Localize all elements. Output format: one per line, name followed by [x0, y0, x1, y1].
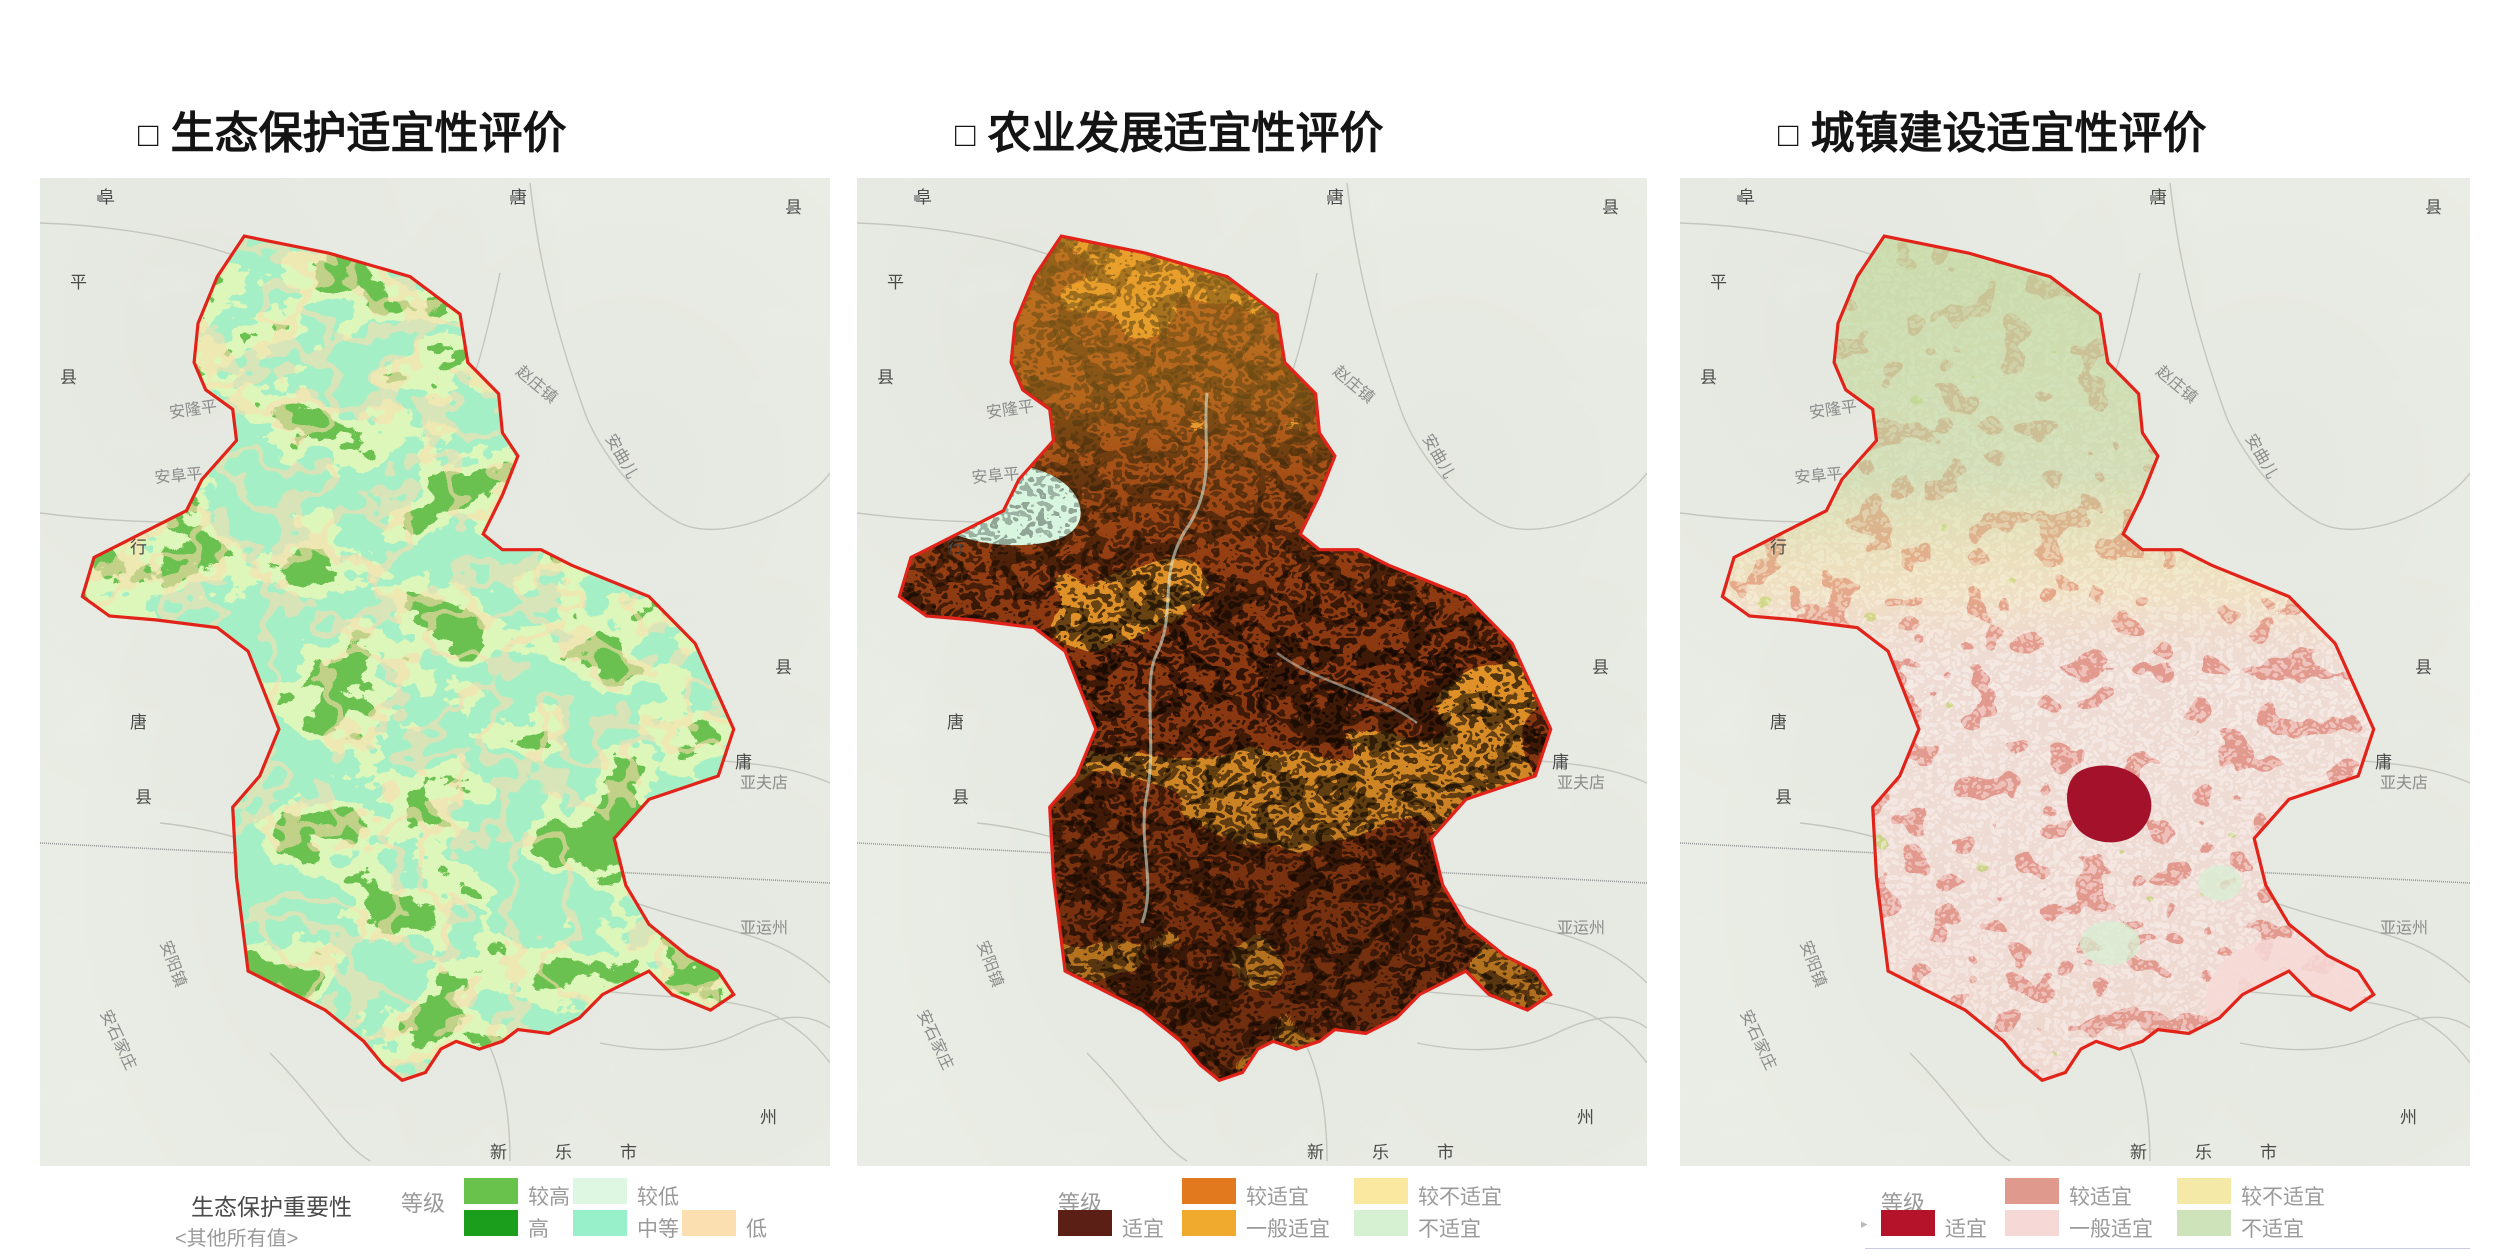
svg-text:唐: 唐 [947, 712, 964, 732]
svg-text:行: 行 [130, 538, 147, 557]
svg-text:庸: 庸 [735, 753, 752, 772]
svg-text:县: 县 [1775, 788, 1792, 807]
svg-text:亚运州: 亚运州 [2380, 919, 2428, 937]
svg-text:县: 县 [952, 788, 969, 807]
svg-text:亚夫店: 亚夫店 [2380, 774, 2428, 792]
svg-text:新: 新 [490, 1143, 507, 1162]
svg-text:新: 新 [1307, 1143, 1324, 1162]
svg-text:县: 县 [2415, 658, 2432, 677]
svg-text:庸: 庸 [1552, 753, 1569, 772]
svg-text:新: 新 [2130, 1143, 2147, 1162]
svg-text:市: 市 [2260, 1143, 2277, 1162]
svg-text:州: 州 [2400, 1108, 2417, 1127]
svg-text:亚夫店: 亚夫店 [740, 774, 788, 792]
svg-text:县: 县 [877, 368, 894, 387]
svg-text:县: 县 [775, 658, 792, 677]
svg-text:乐: 乐 [555, 1143, 572, 1162]
svg-text:行: 行 [947, 538, 964, 557]
svg-text:州: 州 [760, 1108, 777, 1127]
svg-text:县: 县 [1700, 368, 1717, 387]
svg-text:乐: 乐 [2195, 1143, 2212, 1162]
svg-text:县: 县 [1592, 658, 1609, 677]
svg-text:唐: 唐 [130, 712, 147, 732]
svg-text:市: 市 [620, 1143, 637, 1162]
svg-text:唐: 唐 [1770, 712, 1787, 732]
svg-text:乐: 乐 [1372, 1143, 1389, 1162]
svg-text:州: 州 [1577, 1108, 1594, 1127]
svg-text:平: 平 [887, 273, 904, 292]
svg-text:行: 行 [1770, 538, 1787, 557]
svg-text:亚运州: 亚运州 [740, 919, 788, 937]
svg-text:亚运州: 亚运州 [1557, 919, 1605, 937]
svg-text:平: 平 [1710, 273, 1727, 292]
svg-text:平: 平 [70, 273, 87, 292]
svg-text:县: 县 [135, 788, 152, 807]
svg-text:亚夫店: 亚夫店 [1557, 774, 1605, 792]
svg-text:市: 市 [1437, 1143, 1454, 1162]
svg-text:庸: 庸 [2375, 753, 2392, 772]
svg-text:县: 县 [60, 368, 77, 387]
